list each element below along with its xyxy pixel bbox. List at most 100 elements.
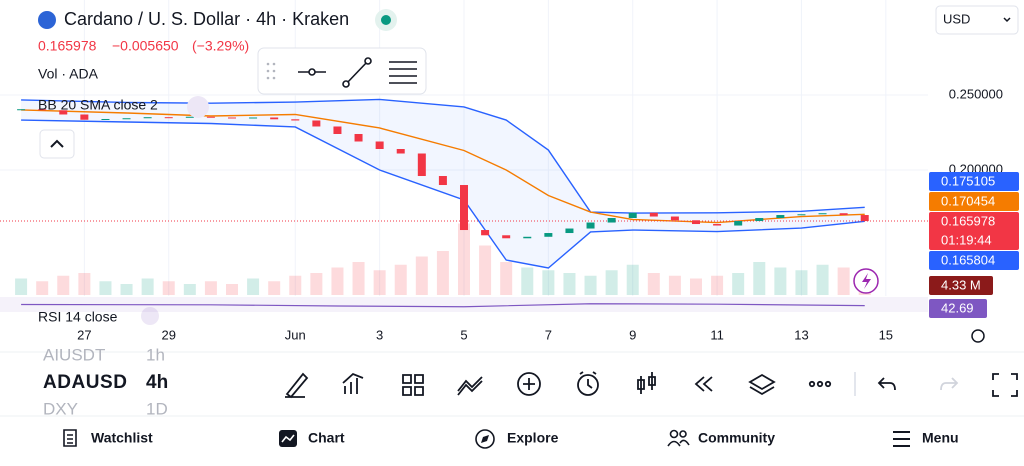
- interval: 4h: [146, 372, 168, 393]
- volume-bar: [99, 281, 112, 295]
- volume-bar: [647, 273, 660, 295]
- rewind[interactable]: [694, 376, 713, 392]
- volume-bar: [479, 245, 492, 295]
- rsi-legend[interactable]: RSI 14 close: [38, 309, 118, 325]
- label-bg: [929, 192, 1019, 211]
- compare[interactable]: [457, 376, 483, 396]
- fullscreen[interactable]: [992, 373, 1018, 397]
- volume-bar: [141, 278, 154, 295]
- header: Cardano / U. S. Dollar · 4h · Kraken 0.1…: [38, 5, 1019, 159]
- redo[interactable]: [940, 377, 959, 391]
- candle-body: [80, 114, 89, 120]
- volume-bar: [690, 278, 702, 295]
- draw-tool[interactable]: [285, 372, 309, 399]
- volume-bar: [795, 270, 808, 295]
- candle-body: [17, 109, 26, 111]
- candle-body: [59, 110, 68, 115]
- label-bg: [929, 299, 987, 318]
- drag-handle[interactable]: [266, 62, 276, 80]
- volume-bar: [373, 270, 386, 295]
- layers[interactable]: [748, 373, 776, 396]
- candle-body: [312, 120, 321, 127]
- collapse-button[interactable]: [39, 129, 75, 159]
- volume-bar: [732, 273, 745, 295]
- volume-bar: [668, 275, 681, 295]
- coin-icon: [38, 11, 56, 29]
- volume-bar: [352, 262, 365, 295]
- rsi-line: [21, 303, 865, 308]
- volume-bar: [394, 264, 407, 295]
- price-change: −0.005650: [112, 38, 179, 54]
- volume-bar: [500, 262, 513, 295]
- trend-line-tool[interactable]: [345, 60, 369, 85]
- symbol-title: Cardano / U. S. Dollar · 4h · Kraken: [64, 9, 349, 29]
- nav-chart[interactable]: Chart: [308, 430, 345, 446]
- volume-bar: [268, 281, 281, 295]
- candle-body: [38, 109, 47, 111]
- candle-body: [101, 118, 110, 120]
- candle-body: [249, 117, 258, 119]
- market-status-dot: [381, 15, 391, 25]
- candle-body: [713, 224, 722, 226]
- volume-bar: [458, 223, 470, 295]
- candle-body: [734, 221, 743, 226]
- symbol-picker[interactable]: AIUSDT 1h ADAUSD 4h DXY 1D: [43, 345, 168, 418]
- nav-menu[interactable]: Menu: [922, 430, 959, 446]
- candle-body: [839, 213, 848, 216]
- nav-explore[interactable]: Explore: [507, 430, 559, 446]
- x-tick-label: 15: [879, 327, 893, 342]
- label-bg: [929, 276, 993, 295]
- replay[interactable]: [577, 374, 599, 396]
- currency-select[interactable]: [935, 5, 1019, 35]
- x-tick-label: 11: [710, 327, 724, 342]
- undo[interactable]: [877, 377, 896, 391]
- more[interactable]: [808, 380, 816, 388]
- bb-legend[interactable]: BB 20 SMA close 2: [38, 97, 158, 113]
- nav-community[interactable]: Community: [698, 430, 775, 446]
- price-labels: 0.175105 0.170454 0.165978 01:19:44 0.16…: [929, 172, 1019, 318]
- volume-bar: [120, 284, 133, 295]
- fib-tool[interactable]: [389, 61, 417, 84]
- x-tick-label: Jun: [285, 327, 306, 342]
- settings-button[interactable]: [971, 329, 985, 343]
- watchlist-icon: [63, 429, 77, 447]
- candle-body: [628, 212, 637, 219]
- volume-legend[interactable]: Vol · ADA: [38, 66, 99, 82]
- explore-icon: [475, 429, 495, 449]
- loading-icon: [187, 96, 209, 118]
- countdown: 01:19:44: [941, 232, 992, 247]
- x-tick-label: 13: [794, 327, 808, 342]
- add[interactable]: [517, 372, 541, 396]
- candle-body: [607, 218, 616, 223]
- candle-body: [417, 153, 426, 177]
- candle-body: [586, 222, 595, 229]
- x-tick-label: 7: [545, 327, 552, 342]
- chevron-up: [50, 139, 64, 148]
- candle-body: [185, 116, 194, 118]
- candle-body: [354, 133, 363, 142]
- loading-icon: [141, 307, 159, 325]
- candle-body: [122, 118, 131, 120]
- volume-bar: [837, 267, 850, 295]
- candle-body: [333, 126, 342, 134]
- candle-body: [143, 117, 152, 119]
- nav-watchlist[interactable]: Watchlist: [91, 430, 153, 446]
- lower-band-label: 0.165804: [941, 252, 995, 267]
- volume-bar: [57, 275, 70, 295]
- candle-body: [670, 216, 679, 221]
- chart-type[interactable]: [637, 372, 656, 394]
- volume-bar: [247, 278, 260, 295]
- volume-bar: [289, 275, 302, 295]
- indicators[interactable]: [342, 372, 364, 394]
- candle-body: [860, 215, 869, 222]
- rsi-pane: [0, 297, 928, 312]
- volume-bar: [310, 273, 323, 295]
- volume-label: 4.33 M: [941, 277, 981, 292]
- bottom-nav: Watchlist Chart Explore Community Menu: [63, 429, 959, 449]
- candle-body: [396, 149, 405, 154]
- middle-band-label: 0.170454: [941, 193, 995, 208]
- volume-bar: [204, 281, 217, 295]
- volume-bar: [162, 281, 175, 295]
- templates[interactable]: [402, 374, 424, 396]
